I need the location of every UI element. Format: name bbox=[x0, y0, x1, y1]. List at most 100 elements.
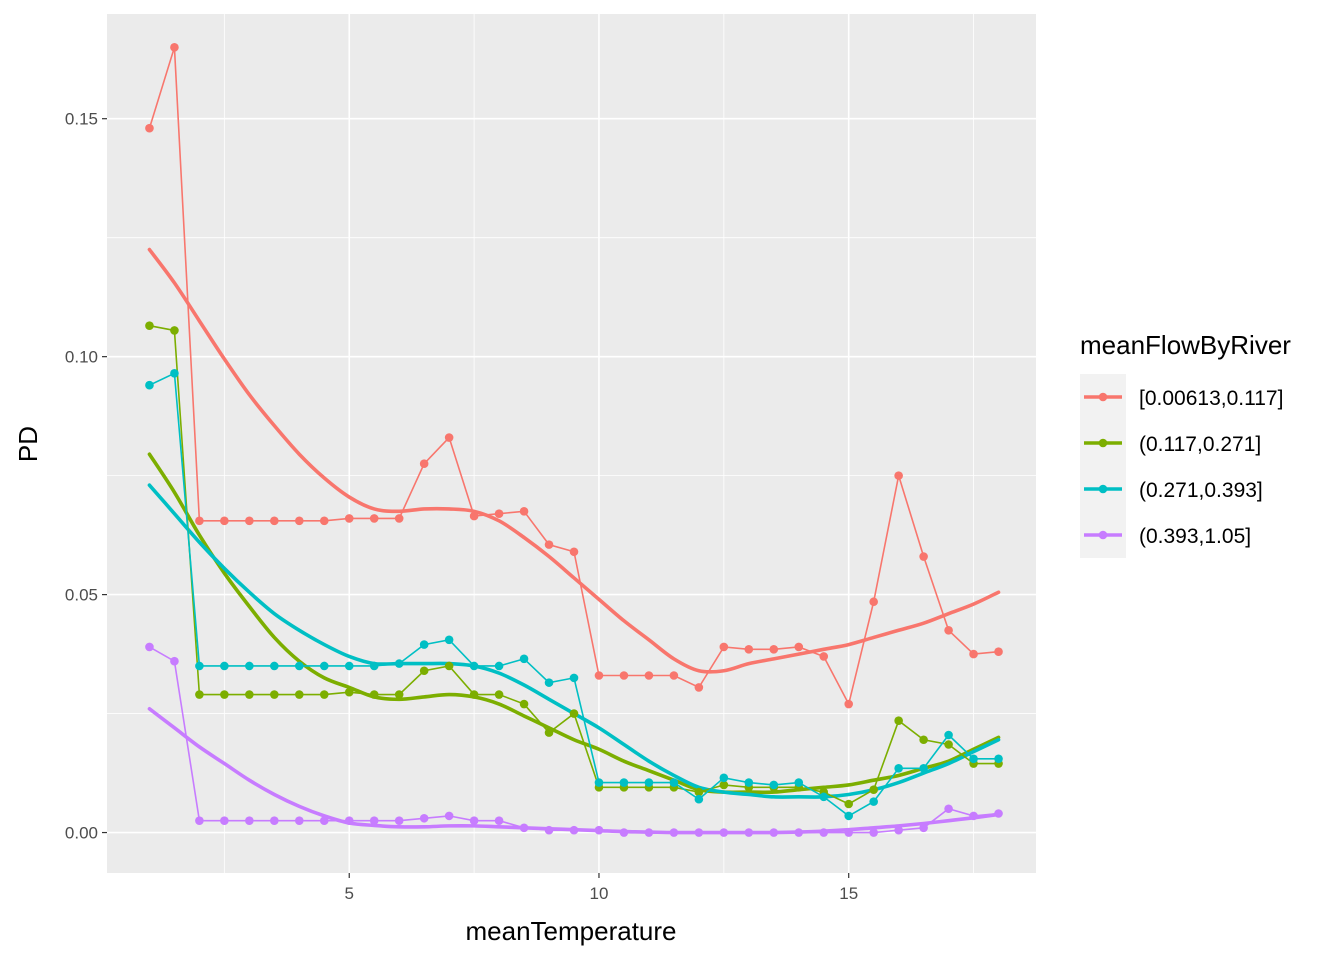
data-point bbox=[294, 661, 304, 671]
grid-major bbox=[107, 14, 1036, 873]
data-point bbox=[794, 828, 804, 837]
data-point bbox=[694, 828, 704, 837]
data-point bbox=[894, 764, 903, 773]
data-point bbox=[844, 828, 854, 837]
y-tick-label: 0.10 bbox=[65, 348, 98, 367]
series-lines bbox=[145, 43, 1003, 837]
data-point bbox=[944, 730, 953, 740]
data-point bbox=[644, 671, 654, 680]
data-point bbox=[869, 828, 878, 837]
data-point bbox=[195, 690, 204, 699]
legend-label: (0.393,1.05] bbox=[1139, 525, 1251, 548]
data-point bbox=[270, 661, 279, 671]
data-point bbox=[220, 690, 229, 699]
legend-label: (0.117,0.271] bbox=[1139, 433, 1261, 456]
legend-title: meanFlowByRiver bbox=[1080, 330, 1291, 360]
data-point bbox=[319, 661, 329, 671]
data-point bbox=[894, 716, 903, 726]
data-point bbox=[494, 690, 504, 699]
data-point bbox=[919, 552, 928, 561]
data-point bbox=[319, 690, 329, 699]
data-point bbox=[594, 825, 604, 835]
data-point bbox=[794, 642, 804, 652]
y-tick-label: 0.05 bbox=[65, 586, 98, 605]
data-point bbox=[719, 773, 729, 783]
data-point bbox=[769, 828, 779, 837]
data-point bbox=[994, 754, 1003, 764]
data-point bbox=[844, 799, 854, 809]
data-point bbox=[170, 656, 179, 666]
data-point bbox=[919, 735, 928, 745]
x-tick-label: 5 bbox=[345, 884, 354, 903]
data-point bbox=[694, 787, 704, 797]
data-point bbox=[644, 778, 654, 787]
data-point bbox=[294, 816, 304, 825]
data-point bbox=[569, 825, 579, 835]
data-point bbox=[344, 514, 354, 523]
data-point bbox=[569, 547, 579, 557]
data-point bbox=[419, 666, 429, 676]
data-point bbox=[494, 816, 504, 825]
data-point bbox=[969, 811, 978, 821]
data-point bbox=[195, 516, 204, 526]
data-point bbox=[519, 823, 529, 833]
data-point bbox=[270, 816, 279, 825]
data-point bbox=[344, 661, 354, 671]
data-point bbox=[195, 661, 204, 671]
data-point bbox=[394, 690, 404, 699]
data-point bbox=[719, 642, 729, 652]
data-point bbox=[419, 813, 429, 823]
data-point bbox=[719, 780, 729, 790]
data-point bbox=[619, 828, 629, 837]
data-point bbox=[669, 828, 679, 837]
data-point bbox=[594, 671, 604, 680]
data-point bbox=[469, 661, 479, 671]
data-point bbox=[145, 123, 154, 133]
data-point bbox=[569, 673, 579, 683]
data-point bbox=[195, 816, 204, 825]
data-point bbox=[145, 642, 154, 652]
data-point bbox=[944, 740, 953, 749]
data-point bbox=[794, 778, 804, 787]
data-point bbox=[245, 816, 254, 825]
data-point bbox=[170, 369, 179, 378]
data-point bbox=[969, 649, 978, 659]
data-point bbox=[220, 661, 229, 671]
legend-key-point bbox=[1098, 392, 1108, 402]
data-point bbox=[419, 640, 429, 649]
data-point bbox=[344, 687, 354, 697]
data-point bbox=[769, 780, 779, 790]
smooth-line-0 bbox=[147, 247, 1001, 674]
data-point bbox=[819, 652, 829, 661]
data-point bbox=[444, 661, 454, 671]
data-point bbox=[844, 699, 854, 709]
data-point bbox=[919, 764, 928, 773]
data-point bbox=[469, 816, 479, 825]
data-point bbox=[519, 654, 529, 664]
data-point bbox=[744, 778, 754, 787]
data-point bbox=[270, 690, 279, 699]
data-point bbox=[894, 825, 903, 835]
data-point bbox=[419, 459, 429, 469]
data-point bbox=[669, 778, 679, 787]
legend-items: [0.00613,0.117] (0.117,0.271] (0.271,0.393… bbox=[1080, 374, 1283, 558]
data-point bbox=[245, 661, 254, 671]
data-point bbox=[894, 471, 903, 480]
data-point bbox=[319, 516, 329, 526]
legend-key-point bbox=[1098, 484, 1108, 494]
data-point bbox=[444, 433, 454, 442]
data-point bbox=[994, 809, 1003, 818]
x-axis-title: meanTemperature bbox=[466, 916, 677, 946]
data-point bbox=[919, 823, 928, 833]
data-point bbox=[594, 778, 604, 787]
data-point bbox=[494, 661, 504, 671]
legend-key-point bbox=[1098, 438, 1108, 448]
data-point bbox=[444, 635, 454, 645]
data-point bbox=[394, 816, 404, 825]
data-point bbox=[869, 797, 878, 806]
y-tick-label: 0.15 bbox=[65, 110, 98, 129]
data-point bbox=[394, 514, 404, 523]
legend: meanFlowByRiver [0.00613,0.117] (0.117,0.… bbox=[1080, 330, 1291, 558]
data-point bbox=[344, 816, 354, 825]
